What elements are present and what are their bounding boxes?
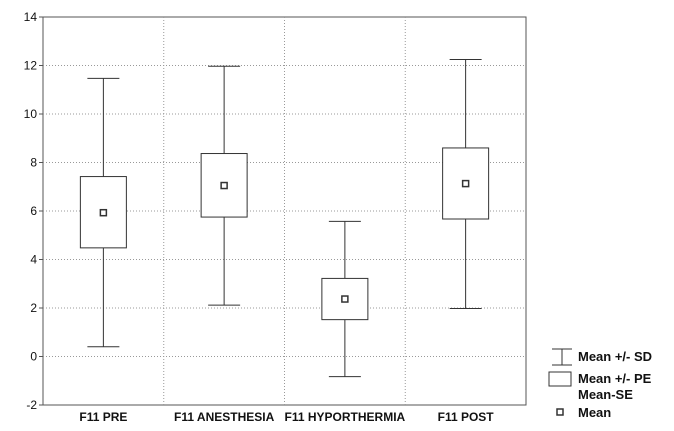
legend: Mean +/- SD Mean +/- PE Mean-SE Mean bbox=[548, 348, 652, 420]
legend-mean-symbol bbox=[556, 408, 564, 416]
mean-marker bbox=[220, 181, 228, 190]
mean-marker bbox=[99, 208, 108, 217]
box-group bbox=[321, 220, 369, 378]
y-tick-label: 12 bbox=[24, 59, 38, 73]
mean-marker bbox=[341, 295, 349, 303]
legend-sd-label: Mean +/- SD bbox=[578, 349, 652, 364]
y-tick-label: 10 bbox=[24, 107, 38, 121]
x-category-label: F11 POST bbox=[438, 410, 495, 424]
y-tick-label: -2 bbox=[26, 398, 37, 412]
x-category-label: F11 ANESTHESIA bbox=[174, 410, 275, 424]
x-axis-labels: F11 PRE F11 ANESTHESIA F11 HYPORTHERMIA F11… bbox=[79, 410, 494, 424]
box-group bbox=[442, 58, 490, 309]
legend-se-label: Mean-SE bbox=[578, 387, 633, 402]
x-category-label: F11 HYPORTHERMIA bbox=[285, 410, 406, 424]
box-group bbox=[200, 65, 248, 306]
boxes bbox=[79, 58, 490, 378]
box-group bbox=[79, 77, 127, 348]
y-tick-label: 2 bbox=[30, 301, 37, 315]
legend-sd-symbol bbox=[552, 348, 572, 366]
legend-mean-label: Mean bbox=[578, 405, 611, 420]
y-tick-label: 0 bbox=[30, 350, 37, 364]
mean-marker bbox=[461, 179, 470, 188]
y-tick-label: 6 bbox=[30, 204, 37, 218]
y-tick-label: 14 bbox=[24, 10, 38, 24]
legend-pe-symbol bbox=[548, 371, 572, 387]
x-category-label: F11 PRE bbox=[79, 410, 127, 424]
legend-pe-label: Mean +/- PE bbox=[578, 371, 652, 386]
y-tick-label: 4 bbox=[30, 253, 37, 267]
y-axis-ticks: -2 0 2 4 6 8 10 12 14 bbox=[24, 10, 43, 412]
y-tick-label: 8 bbox=[30, 156, 37, 170]
